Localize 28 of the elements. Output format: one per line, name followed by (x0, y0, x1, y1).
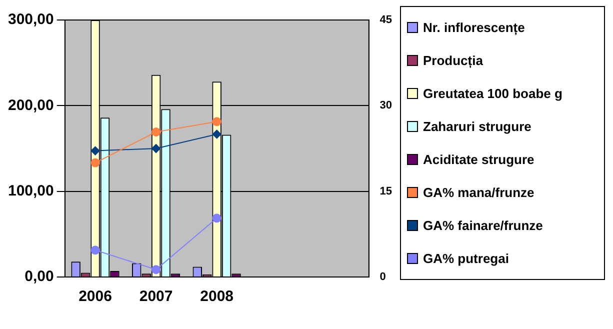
y2-tick-label: 45 (380, 14, 392, 26)
y2-tick-label: 0 (380, 271, 386, 284)
point (152, 265, 161, 274)
point (90, 146, 100, 156)
y-tick-label: 0,00 (24, 268, 54, 286)
point (90, 246, 100, 255)
y2-tick-label: 15 (380, 185, 392, 198)
y-tick-label: 200,00 (8, 96, 54, 114)
point (212, 130, 222, 139)
x-tick-label: 2008 (200, 288, 234, 306)
legend-label: GA% fainare/frunze (423, 218, 543, 233)
legend-label: Aciditate strugure (423, 152, 534, 167)
legend-label: GA% mana/frunze (423, 185, 534, 200)
point (212, 117, 222, 126)
x-tick-label: 2006 (78, 288, 112, 306)
legend-label: Zaharuri strugure (423, 119, 532, 134)
x-tick-label: 2007 (139, 288, 173, 306)
y-tick-label: 100,00 (8, 182, 54, 200)
y-tick-label: 300,00 (8, 11, 54, 28)
point (90, 158, 100, 168)
legend-label: Nr. inflorescențe (423, 20, 525, 35)
point (212, 214, 222, 223)
legend-label: GA% putregai (423, 251, 509, 266)
y2-tick-label: 30 (380, 100, 392, 112)
point (152, 144, 161, 153)
point (152, 127, 161, 136)
legend-label: Producția (423, 53, 483, 68)
legend-label: Greutatea 100 boabe g (423, 86, 562, 101)
